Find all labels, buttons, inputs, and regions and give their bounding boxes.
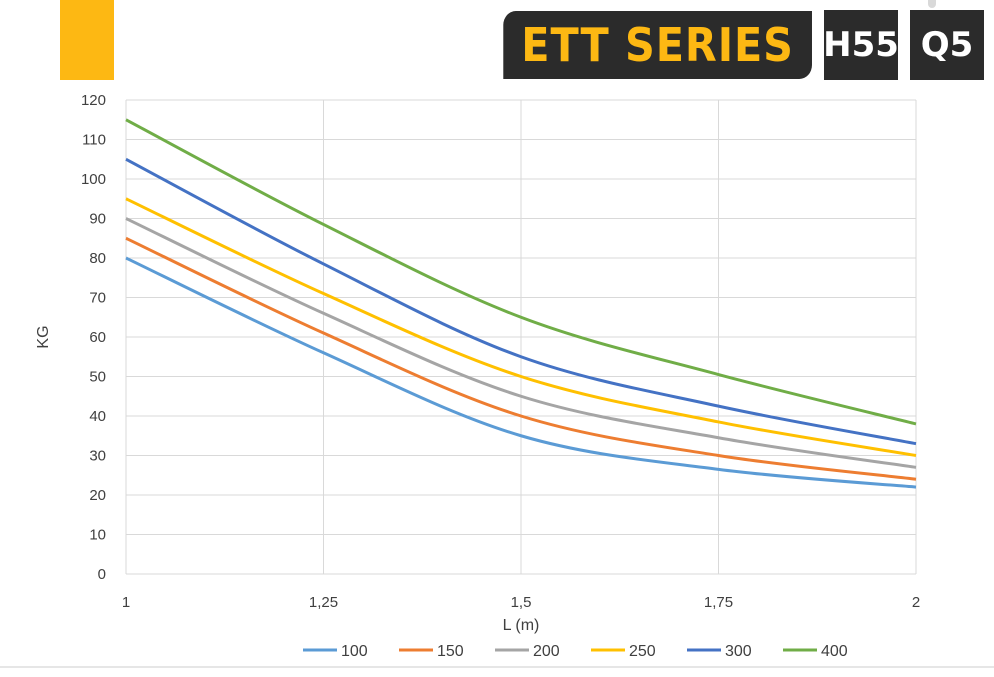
bottom-divider <box>0 666 994 668</box>
series-badge: ETT SERIES <box>503 11 812 79</box>
accent-bar <box>60 0 114 80</box>
x-tick-label: 1,5 <box>511 594 532 611</box>
legend-label-400: 400 <box>821 643 848 660</box>
model-badge-q5: Q5 <box>910 10 984 80</box>
legend-label-300: 300 <box>725 643 752 660</box>
y-axis-title: KG <box>35 325 52 348</box>
y-tick-label: 90 <box>89 211 106 228</box>
y-tick-label: 50 <box>89 369 106 386</box>
y-tick-label: 70 <box>89 290 106 307</box>
y-tick-label: 120 <box>81 92 106 109</box>
x-tick-label: 2 <box>912 594 920 611</box>
y-tick-label: 40 <box>89 408 106 425</box>
legend-label-200: 200 <box>533 643 560 660</box>
legend-label-100: 100 <box>341 643 368 660</box>
line-chart: 0 10 20 30 40 50 60 70 80 90 100 110 120 1 1,25 1,5 1,75… <box>35 92 920 660</box>
y-tick-label: 80 <box>89 250 106 267</box>
grid-lines <box>125 99 917 575</box>
series-line-300 <box>125 157 917 446</box>
axis-labels: 0 10 20 30 40 50 60 70 80 90 100 110 120 1 1,25 1,5 1,75… <box>35 92 920 634</box>
chart-container: 0 10 20 30 40 50 60 70 80 90 100 110 120 1 1,25 1,5 1,75… <box>0 86 994 672</box>
series-line-250 <box>125 197 917 457</box>
series-line-100 <box>125 256 917 489</box>
model-badge-h55: H55 <box>823 10 899 80</box>
x-tick-label: 1,75 <box>704 594 733 611</box>
y-tick-label: 60 <box>89 329 106 346</box>
header-badges: ETT SERIES H55 Q5 <box>469 8 984 82</box>
y-tick-label: 10 <box>89 527 106 544</box>
y-tick-label: 110 <box>82 132 106 149</box>
y-tick-label: 0 <box>98 566 106 583</box>
series-lines <box>125 118 917 489</box>
series-line-200 <box>125 217 917 469</box>
x-tick-label: 1 <box>122 594 130 611</box>
y-tick-label: 100 <box>81 171 106 188</box>
series-line-400 <box>125 118 917 426</box>
legend-label-150: 150 <box>437 643 464 660</box>
legend-label-250: 250 <box>629 643 656 660</box>
x-axis-title: L (m) <box>503 617 540 634</box>
legend: 100 150 200 250 300 400 <box>303 643 848 660</box>
y-tick-label: 30 <box>89 448 106 465</box>
y-tick-label: 20 <box>89 487 106 504</box>
x-tick-label: 1,25 <box>309 594 338 611</box>
series-line-150 <box>125 236 917 481</box>
corner-decoration <box>928 0 936 8</box>
